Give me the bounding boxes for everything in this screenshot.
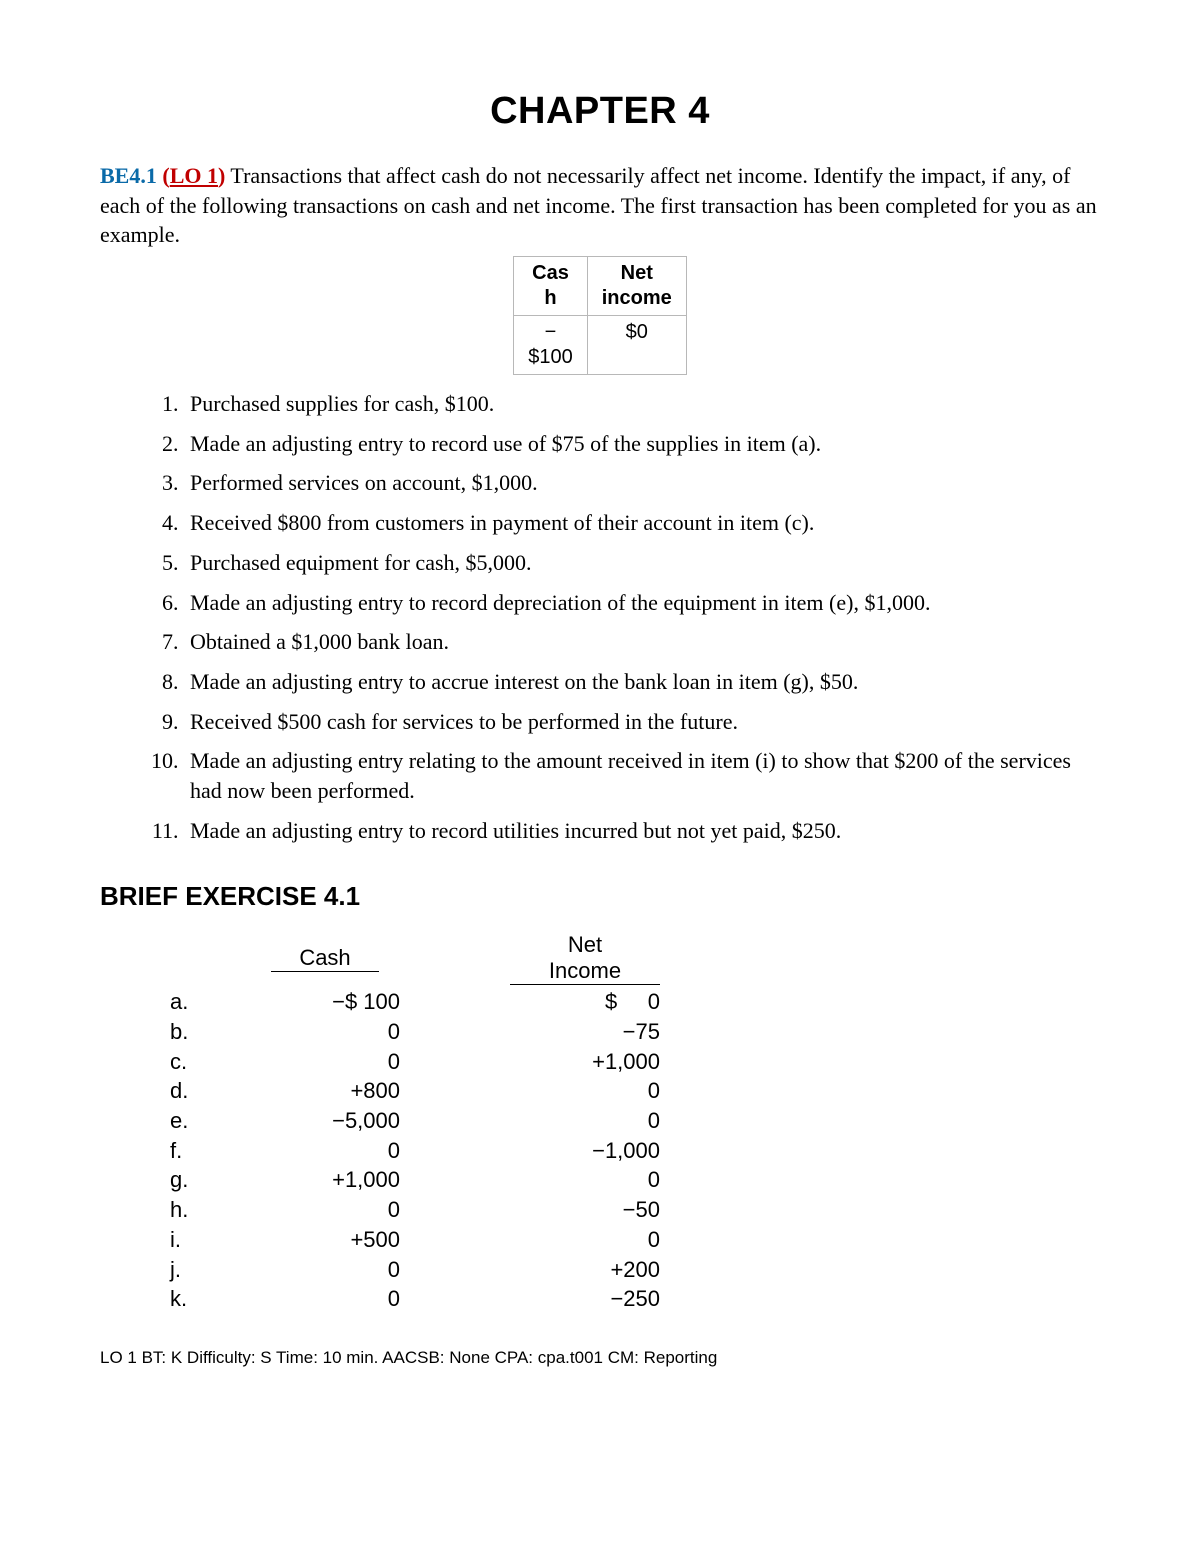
lo-label: LO 1 [170,163,218,188]
example-header-cash: Cas h [514,257,588,316]
table-row: c.0+1,000 [160,1047,670,1077]
example-cell-netincome: $0 [587,316,686,375]
example-table: Cas h Net income − $100 $0 [513,256,687,375]
list-item: Performed services on account, $1,000. [184,468,1100,498]
table-row: d.+8000 [160,1076,670,1106]
lo-paren-open: ( [162,163,169,188]
list-item: Made an adjusting entry to record deprec… [184,588,1100,618]
transactions-list: Purchased supplies for cash, $100. Made … [100,389,1100,845]
footer-meta: LO 1 BT: K Difficulty: S Time: 10 min. A… [100,1348,1100,1368]
list-item: Received $500 cash for services to be pe… [184,707,1100,737]
problem-intro: BE4.1 (LO 1) Transactions that affect ca… [100,161,1100,250]
list-item: Made an adjusting entry to accrue intere… [184,667,1100,697]
example-header-netincome: Net income [587,257,686,316]
list-item: Made an adjusting entry to record utilit… [184,816,1100,846]
answers-header-cash: Cash [240,932,410,987]
table-row: j.0+200 [160,1255,670,1285]
table-row: f.0−1,000 [160,1136,670,1166]
list-item: Made an adjusting entry relating to the … [184,746,1100,805]
chapter-title: CHAPTER 4 [100,90,1100,133]
table-row: b.0−75 [160,1017,670,1047]
intro-text: Transactions that affect cash do not nec… [100,163,1097,247]
list-item: Received $800 from customers in payment … [184,508,1100,538]
table-row: a.−$ 100$ 0 [160,987,670,1017]
list-item: Purchased supplies for cash, $100. [184,389,1100,419]
table-row: e.−5,0000 [160,1106,670,1136]
table-row: h.0−50 [160,1195,670,1225]
table-row: k.0−250 [160,1284,670,1314]
list-item: Obtained a $1,000 bank loan. [184,627,1100,657]
brief-title: BRIEF EXERCISE 4.1 [100,881,1100,912]
answers-table: Cash Net Income a.−$ 100$ 0 b.0−75 c.0+1… [160,932,670,1314]
answers-header-netincome: Net Income [500,932,670,987]
list-item: Purchased equipment for cash, $5,000. [184,548,1100,578]
table-row: i.+5000 [160,1225,670,1255]
be-label: BE4.1 [100,163,157,188]
table-row: g.+1,0000 [160,1165,670,1195]
example-cell-cash: − $100 [514,316,588,375]
page: CHAPTER 4 BE4.1 (LO 1) Transactions that… [0,0,1200,1553]
list-item: Made an adjusting entry to record use of… [184,429,1100,459]
